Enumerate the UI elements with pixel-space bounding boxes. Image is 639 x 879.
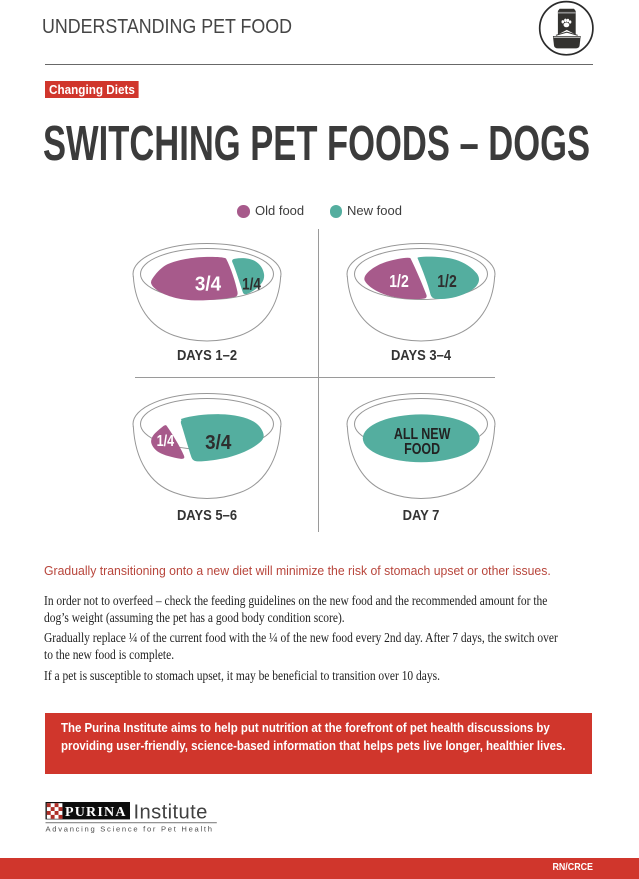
svg-text:ALL NEW: ALL NEW	[394, 426, 451, 444]
svg-text:FOOD: FOOD	[404, 441, 440, 459]
svg-text:PURINA: PURINA	[65, 805, 127, 820]
svg-text:1/4: 1/4	[157, 432, 175, 449]
svg-text:3/4: 3/4	[195, 273, 221, 296]
svg-text:Institute: Institute	[134, 802, 208, 824]
svg-text:1/2: 1/2	[389, 273, 409, 292]
svg-text:3/4: 3/4	[205, 431, 231, 454]
svg-text:1/2: 1/2	[437, 273, 457, 292]
svg-text:Advancing Science for Pet Heal: Advancing Science for Pet Health	[46, 825, 214, 834]
svg-text:1/4: 1/4	[242, 275, 261, 294]
